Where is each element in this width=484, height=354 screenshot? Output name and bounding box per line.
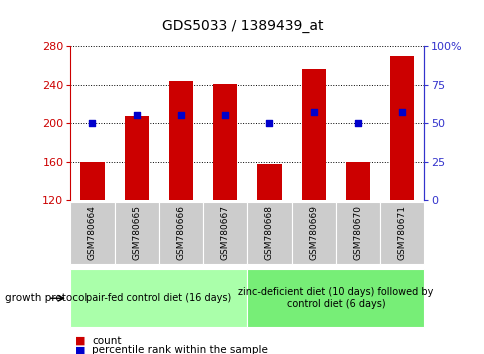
Point bbox=[309, 109, 317, 115]
Text: ■: ■ bbox=[75, 336, 86, 346]
Point bbox=[353, 120, 361, 126]
Text: GDS5033 / 1389439_at: GDS5033 / 1389439_at bbox=[162, 19, 322, 34]
Text: GSM780665: GSM780665 bbox=[132, 205, 141, 260]
Text: growth protocol: growth protocol bbox=[5, 293, 87, 303]
Text: percentile rank within the sample: percentile rank within the sample bbox=[92, 346, 268, 354]
Point bbox=[89, 120, 96, 126]
Bar bbox=[212, 84, 237, 200]
Text: GSM780666: GSM780666 bbox=[176, 205, 185, 260]
Text: pair-fed control diet (16 days): pair-fed control diet (16 days) bbox=[86, 293, 231, 303]
Bar bbox=[168, 81, 193, 200]
Text: GSM780671: GSM780671 bbox=[397, 205, 406, 260]
Text: GSM780669: GSM780669 bbox=[309, 205, 318, 260]
Text: GSM780670: GSM780670 bbox=[353, 205, 362, 260]
Bar bbox=[301, 69, 325, 200]
Text: zinc-deficient diet (10 days) followed by
control diet (6 days): zinc-deficient diet (10 days) followed b… bbox=[238, 287, 433, 309]
Bar bbox=[345, 161, 369, 200]
Point bbox=[221, 113, 228, 118]
Text: count: count bbox=[92, 336, 121, 346]
Point bbox=[265, 120, 273, 126]
Bar bbox=[389, 56, 413, 200]
Bar bbox=[124, 116, 149, 200]
Bar bbox=[80, 161, 105, 200]
Bar bbox=[257, 164, 281, 200]
Point bbox=[177, 113, 184, 118]
Point bbox=[133, 113, 140, 118]
Text: GSM780668: GSM780668 bbox=[264, 205, 273, 260]
Text: ■: ■ bbox=[75, 346, 86, 354]
Point bbox=[397, 109, 405, 115]
Text: GSM780664: GSM780664 bbox=[88, 205, 97, 260]
Text: GSM780667: GSM780667 bbox=[220, 205, 229, 260]
